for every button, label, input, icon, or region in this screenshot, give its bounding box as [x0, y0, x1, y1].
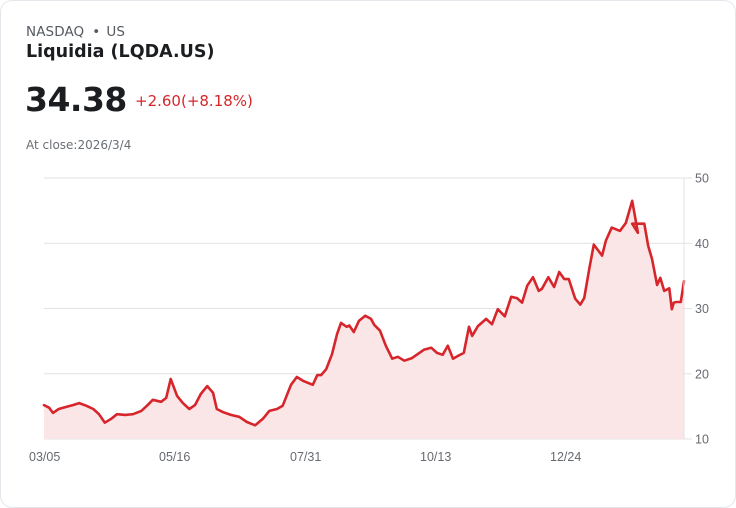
x-tick-label: 03/05 — [29, 450, 60, 464]
exchange-name: NASDAQ — [26, 24, 85, 40]
y-tick-label: 50 — [695, 172, 709, 186]
y-tick-label: 20 — [695, 367, 709, 381]
stock-title: Liquidia (LQDA.US) — [26, 42, 215, 62]
separator-dot: • — [92, 24, 101, 40]
x-tick-label: 10/13 — [420, 450, 451, 464]
x-tick-label: 05/16 — [159, 450, 190, 464]
market-name: US — [106, 24, 126, 40]
price-chart[interactable]: 50 40 30 20 10 03/05 05/16 07/31 10/13 12/24 — [1, 161, 736, 481]
price-area-fill — [44, 200, 684, 439]
y-axis-labels: 50 40 30 20 10 — [695, 172, 709, 447]
y-tick-label: 40 — [695, 237, 709, 251]
current-price: 34.38 — [25, 80, 127, 119]
x-axis-labels: 03/05 05/16 07/31 10/13 12/24 — [29, 450, 581, 464]
close-timestamp: At close:2026/3/4 — [26, 138, 132, 152]
exchange-label: NASDAQ • US — [26, 24, 125, 40]
y-tick-label: 10 — [695, 433, 709, 447]
y-tick-label: 30 — [695, 302, 709, 316]
price-line — [42, 199, 686, 427]
x-tick-label: 07/31 — [290, 450, 321, 464]
price-change: +2.60(+8.18%) — [135, 92, 253, 110]
x-tick-label: 12/24 — [550, 450, 581, 464]
